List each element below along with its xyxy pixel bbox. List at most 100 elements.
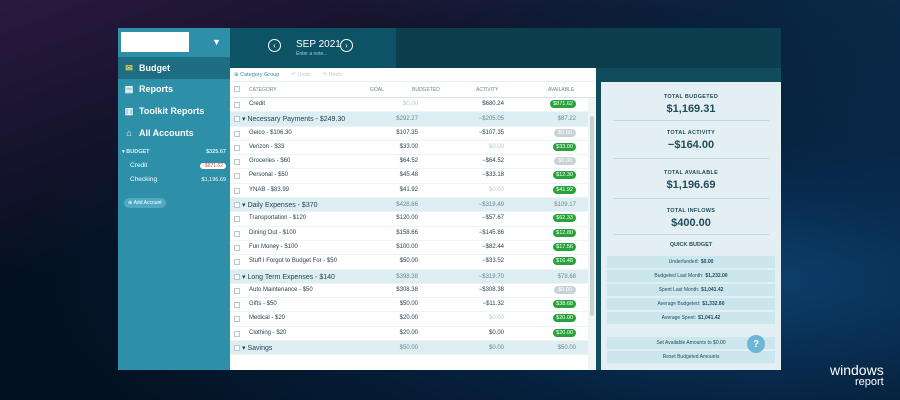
activity-cell[interactable]: −$107.35 [478,129,504,136]
accounts-header[interactable]: ▾ BUDGET $325.67 [122,149,226,155]
row-checkbox[interactable] [234,159,240,166]
category-row[interactable]: Personal - $50 $45.48 −$33.18 $12.30 [230,169,588,184]
available-cell[interactable]: $87.22 [558,116,576,122]
category-name[interactable]: Geico - $106.30 [249,129,292,136]
row-checkbox[interactable] [234,230,240,237]
quick-average-budgeted[interactable]: Average Budgeted: $1,332.80 [607,298,775,310]
category-row[interactable]: Medical - $20 $20.00 $0.00 $20.00 [230,312,588,327]
row-checkbox[interactable] [234,259,240,266]
category-row[interactable]: Verizon - $33 $33.00 $0.00 $33.00 [230,141,588,156]
category-name[interactable]: Groceries - $60 [249,158,291,165]
category-name[interactable]: ▾ Long Term Expenses - $140 [242,273,335,281]
next-month-icon[interactable]: › [340,39,353,52]
budgeted-cell[interactable]: $398.38 [396,273,418,280]
available-cell[interactable]: $12.80 [553,228,576,237]
scrollbar[interactable] [588,98,596,370]
activity-cell[interactable]: $0.00 [488,329,504,336]
nav-all-accounts[interactable]: ⌂ All Accounts [118,122,230,144]
quick-underfunded[interactable]: Underfunded: $0.00 [607,256,775,268]
row-checkbox[interactable] [234,173,240,180]
category-name[interactable]: Fun Money - $100 [249,243,298,250]
category-name[interactable]: Stuff I Forgot to Budget For - $50 [249,258,337,265]
available-cell[interactable]: $871.62 [550,100,576,108]
category-group-row[interactable]: ▾ Long Term Expenses - $140 $398.38 −$319.… [230,269,588,284]
activity-cell[interactable]: −$319.49 [478,202,504,209]
redo-button[interactable]: ↷ Redo [322,71,342,78]
select-all-checkbox[interactable] [234,86,240,92]
budgeted-cell[interactable]: $120.00 [396,215,418,222]
budgeted-cell[interactable]: $107.35 [396,129,418,136]
account-checking[interactable]: Checking $1,196.69 [130,176,226,183]
nav-toolkit-reports[interactable]: ▥ Toolkit Reports [118,100,230,122]
activity-cell[interactable]: $0.00 [488,186,504,193]
available-cell[interactable]: $78.68 [558,274,576,280]
activity-cell[interactable]: −$33.52 [482,258,504,265]
activity-cell[interactable]: −$64.52 [482,158,504,165]
activity-cell[interactable]: $680.24 [482,101,504,107]
category-name[interactable]: ▾ Daily Expenses - $370 [242,202,318,210]
reset-budgeted-button[interactable]: Reset Budgeted Amounts [607,351,775,363]
row-checkbox[interactable] [234,187,240,194]
account-credit[interactable]: Credit -$871.62 [130,162,226,169]
row-checkbox[interactable] [234,202,240,209]
category-name[interactable]: ▾ Savings [242,345,273,353]
row-checkbox[interactable] [234,302,240,309]
category-row[interactable]: Fun Money - $100 $100.00 −$82.44 $17.56 [230,241,588,256]
quick-average-spent[interactable]: Average Spent: $1,041.42 [607,312,775,324]
budgeted-cell[interactable]: $158.66 [396,229,418,236]
nav-budget[interactable]: ✉ Budget [118,57,230,79]
budgeted-cell[interactable]: $100.00 [396,243,418,250]
category-name[interactable]: Transportation - $120 [249,215,307,222]
category-name[interactable]: Personal - $50 [249,172,289,179]
budgeted-cell[interactable]: $308.38 [396,286,418,293]
available-cell[interactable]: $33.00 [553,142,576,151]
quick-budgeted-last-month[interactable]: Budgeted Last Month: $1,232.00 [607,270,775,282]
category-row[interactable]: Transportation - $120 $120.00 −$57.67 $62.3… [230,212,588,227]
row-checkbox[interactable] [234,287,240,294]
category-name[interactable]: YNAB - $83.99 [249,186,290,193]
budgeted-cell[interactable]: $50.00 [399,258,418,265]
budgeted-cell[interactable]: $45.48 [399,172,418,179]
activity-cell[interactable]: −$82.44 [482,243,504,250]
activity-cell[interactable]: −$145.86 [478,229,504,236]
row-checkbox[interactable] [234,316,240,323]
row-checkbox[interactable] [234,345,240,352]
available-cell[interactable]: $38.68 [553,300,576,309]
category-name[interactable]: Clothing - $20 [249,329,287,336]
budgeted-cell[interactable]: $428.66 [396,202,418,209]
add-account-button[interactable]: ⊕ Add Account [124,198,166,208]
available-cell[interactable]: $17.56 [553,242,576,251]
available-cell[interactable]: $20.00 [553,328,576,337]
category-row[interactable]: Gifts - $50 $50.00 −$11.32 $38.68 [230,298,588,313]
budget-selector[interactable]: ▼ [121,32,227,54]
budgeted-cell[interactable]: $41.92 [399,186,418,193]
available-cell[interactable]: $20.00 [553,314,576,323]
category-row[interactable]: Auto Maintenance - $50 $308.38 −$308.38 $0.… [230,284,588,299]
row-checkbox[interactable] [234,216,240,223]
budgeted-cell[interactable]: $292.27 [396,116,418,123]
available-cell[interactable]: $41.92 [553,185,576,194]
category-row[interactable]: Stuff I Forgot to Budget For - $50 $50.00… [230,255,588,270]
add-category-group-button[interactable]: ⊕ Category Group [234,71,280,78]
available-cell[interactable]: $16.48 [553,257,576,266]
available-cell[interactable]: $12.30 [553,171,576,180]
activity-cell[interactable]: −$11.32 [482,301,504,308]
row-checkbox[interactable] [234,144,240,151]
activity-cell[interactable]: −$57.67 [482,215,504,222]
row-checkbox[interactable] [234,330,240,337]
budgeted-cell[interactable]: $50.00 [399,301,418,308]
category-group-row[interactable]: ▾ Necessary Payments - $249.30 $292.27 −$2… [230,112,588,127]
available-cell[interactable]: $50.00 [558,345,576,351]
row-checkbox[interactable] [234,244,240,251]
undo-button[interactable]: ↶ Undo [291,71,311,78]
row-checkbox[interactable] [234,130,240,137]
category-row[interactable]: Credit $0.00 $680.24 $871.62 [230,98,588,113]
category-row[interactable]: Clothing - $20 $20.00 $0.00 $20.00 [230,327,588,342]
available-cell[interactable]: $0.00 [554,128,576,137]
category-row[interactable]: Dining Out - $100 $158.66 −$145.86 $12.80 [230,227,588,241]
category-group-row[interactable]: ▾ Savings $50.00 $0.00 $50.00 [230,341,588,356]
category-name[interactable]: Dining Out - $100 [249,229,297,236]
activity-cell[interactable]: $0.00 [488,315,504,322]
scrollbar-thumb[interactable] [590,116,594,316]
row-checkbox[interactable] [234,116,240,123]
